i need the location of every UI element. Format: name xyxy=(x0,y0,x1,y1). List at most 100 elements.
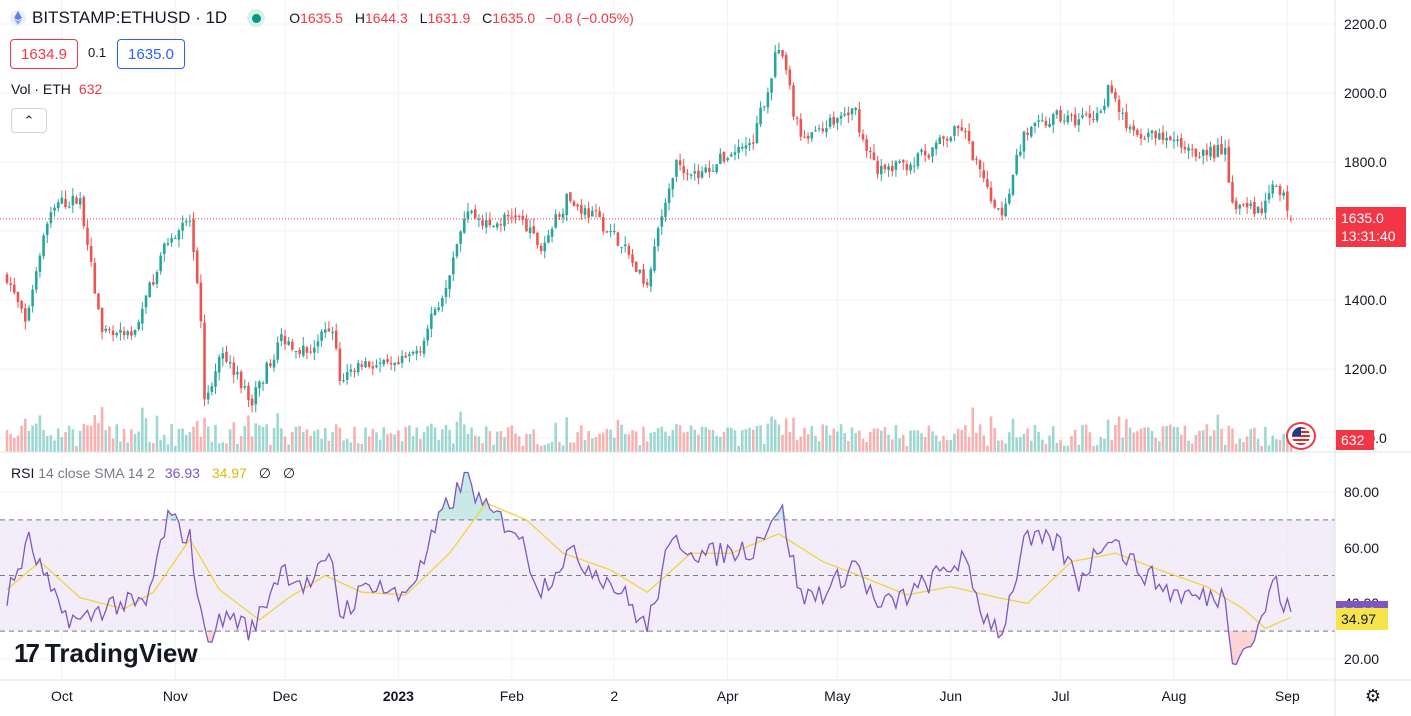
candle-body xyxy=(748,143,751,146)
time-axis-label: Oct xyxy=(50,688,73,704)
volume-bar xyxy=(1008,432,1011,452)
candle-body xyxy=(883,164,887,170)
candle-body xyxy=(67,206,71,208)
volume-bar xyxy=(20,425,23,452)
volume-bar xyxy=(444,425,448,452)
volume-bar xyxy=(1055,442,1059,452)
candle-body xyxy=(649,269,653,287)
volume-bar xyxy=(5,429,9,452)
candle-body xyxy=(320,331,323,341)
candle-body xyxy=(93,262,97,294)
candle-body xyxy=(49,212,53,224)
volume-bar xyxy=(967,436,971,452)
candle-body xyxy=(1062,120,1066,122)
volume-bar xyxy=(697,434,700,452)
candle-body xyxy=(232,362,236,375)
candle-body xyxy=(1019,151,1022,156)
volume-bar xyxy=(836,431,839,452)
candle-body xyxy=(620,247,623,249)
candle-body xyxy=(1092,118,1095,120)
volume-bar xyxy=(858,430,861,452)
volume-bar xyxy=(1125,419,1128,452)
candle-body xyxy=(1227,146,1231,183)
volume-bar xyxy=(1092,445,1095,452)
candle-body xyxy=(788,69,792,86)
candle-body xyxy=(137,322,140,330)
volume-bar xyxy=(576,432,579,452)
candle-body xyxy=(781,50,784,57)
candle-body xyxy=(1000,207,1004,216)
sell-button[interactable]: 1634.9 xyxy=(10,39,78,69)
buy-button[interactable]: 1635.0 xyxy=(117,39,185,69)
candle-body xyxy=(536,232,539,246)
candle-body xyxy=(56,202,60,209)
candle-body xyxy=(1128,126,1132,130)
candle-body xyxy=(1212,145,1216,159)
candle-body xyxy=(276,342,279,360)
candle-body xyxy=(155,272,159,285)
candle-body xyxy=(989,187,993,202)
volume-bar xyxy=(1011,418,1015,452)
candle-body xyxy=(572,201,576,207)
candle-body xyxy=(638,269,642,273)
volume-bar xyxy=(612,437,616,452)
candle-body xyxy=(378,362,382,364)
volume-bar xyxy=(1216,414,1220,452)
candle-body xyxy=(5,274,9,283)
candle-body xyxy=(953,126,956,136)
volume-bar xyxy=(814,435,817,452)
candle-body xyxy=(430,313,433,329)
candles xyxy=(5,42,1293,413)
volume-bar xyxy=(631,430,634,452)
volume-bar xyxy=(920,433,923,452)
volume-bar xyxy=(82,423,86,452)
candle-body xyxy=(810,132,814,139)
volume-bar xyxy=(894,425,898,452)
volume-bar xyxy=(1004,443,1007,452)
volume-bar xyxy=(320,438,323,452)
volume-bar xyxy=(770,416,773,452)
candle-body xyxy=(228,362,232,364)
candle-body xyxy=(836,117,839,123)
volume-bar xyxy=(865,441,868,452)
volume-bar xyxy=(722,431,726,452)
volume-bar xyxy=(159,440,162,452)
candle-body xyxy=(580,204,583,214)
candle-body xyxy=(737,146,740,153)
volume-bar xyxy=(558,441,561,452)
us-flag-icon[interactable] xyxy=(1286,422,1316,450)
volume-bar xyxy=(499,431,503,452)
volume-bar xyxy=(276,413,279,452)
volume-bar xyxy=(477,436,481,452)
volume-bar xyxy=(627,434,631,452)
candle-body xyxy=(184,221,188,223)
candle-body xyxy=(16,291,20,302)
candle-body xyxy=(188,220,192,222)
volume-bar xyxy=(1238,438,1242,452)
volume-bar xyxy=(210,441,214,452)
collapse-legend-button[interactable]: ⌃ xyxy=(11,108,47,133)
candle-body xyxy=(806,135,810,139)
symbol-title[interactable]: BITSTAMP:ETHUSD · 1D xyxy=(32,8,228,27)
volume-bar xyxy=(27,430,31,452)
candle-body xyxy=(967,130,971,142)
candle-body xyxy=(799,118,803,137)
volume-bar xyxy=(42,430,45,452)
price-axis-label: 2000.0 xyxy=(1344,85,1387,101)
candle-body xyxy=(152,282,155,285)
volume-bar xyxy=(437,440,440,452)
candle-body xyxy=(1282,192,1285,196)
candle-body xyxy=(422,340,426,354)
candle-body xyxy=(111,330,115,335)
settings-gear-icon[interactable]: ⚙ xyxy=(1364,685,1382,706)
volume-bar xyxy=(1099,437,1103,452)
volume-bar xyxy=(1282,434,1285,452)
volume-bar xyxy=(605,429,609,452)
volume-bar xyxy=(254,423,258,452)
volume-bar xyxy=(572,442,576,452)
volume-bar xyxy=(323,428,327,452)
volume-bar xyxy=(291,431,294,452)
candle-body xyxy=(901,159,905,163)
volume-bar xyxy=(130,429,133,452)
